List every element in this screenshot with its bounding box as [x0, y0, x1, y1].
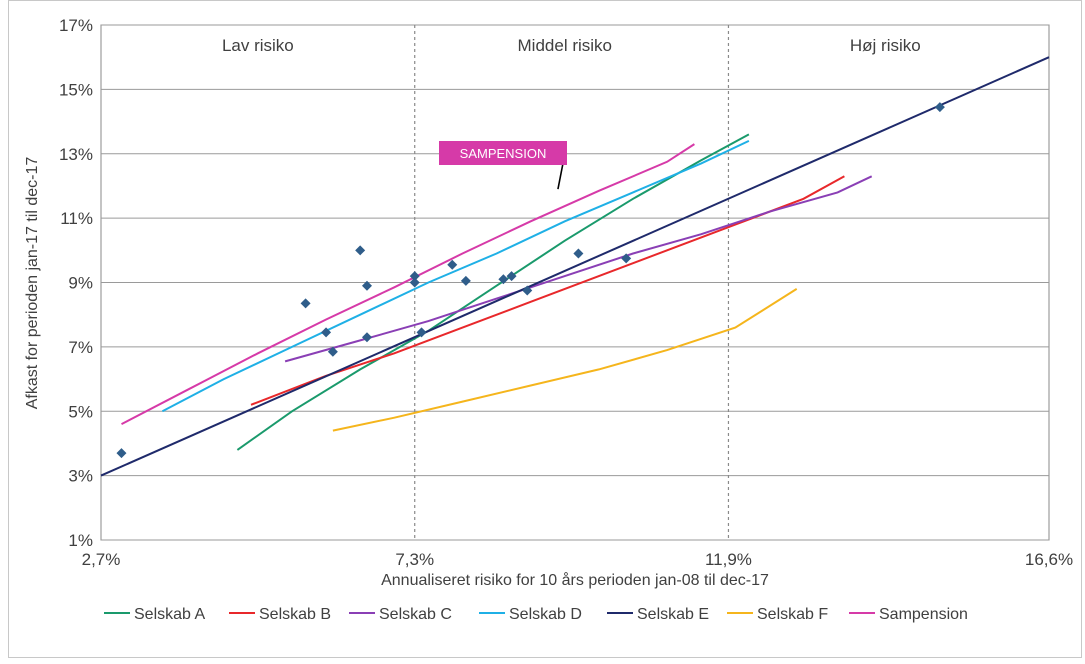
data-point [116, 448, 127, 459]
series-lines [100, 56, 1050, 477]
data-point [460, 275, 471, 286]
y-tick-label: 9% [68, 274, 93, 293]
gridlines [101, 24, 1049, 541]
data-point [321, 327, 332, 338]
legend-label: Selskab F [757, 606, 828, 623]
y-tick-label: 15% [59, 80, 93, 99]
series-line-selskab-f [332, 288, 798, 432]
legend-label: Selskab C [379, 606, 452, 623]
y-tick-label: 5% [68, 402, 93, 421]
data-point [416, 327, 427, 338]
scatter-points [116, 102, 945, 459]
legend-label: Selskab A [134, 606, 205, 623]
annotation-callout: SAMPENSION [439, 141, 567, 190]
y-tick-label: 11% [60, 209, 93, 228]
callout-box [439, 141, 567, 165]
legend: Selskab A Selskab B Selskab C Selskab D Sels… [104, 606, 968, 623]
y-tick-label: 17% [59, 16, 93, 35]
series-line-selskab-c [284, 175, 873, 363]
x-tick-labels: 2,7% 7,3% 11,9% 16,6% [82, 550, 1073, 569]
data-point [498, 274, 509, 285]
data-point [934, 102, 945, 113]
region-dividers [414, 25, 730, 540]
data-point [327, 346, 338, 357]
data-point [355, 245, 366, 256]
y-tick-label: 7% [68, 338, 93, 357]
data-point [409, 271, 420, 282]
legend-label: Selskab D [509, 606, 582, 623]
data-point [506, 271, 517, 282]
data-point [621, 253, 632, 264]
x-tick-label: 7,3% [395, 550, 434, 569]
callout-label: SAMPENSION [460, 146, 547, 161]
chart: Lav risiko Middel risiko Høj risiko 1% 3% 5%… [24, 16, 1073, 623]
x-tick-label: 16,6% [1025, 550, 1073, 569]
data-point [573, 248, 584, 259]
data-point [522, 285, 533, 296]
region-label: Lav risiko [222, 36, 294, 55]
y-tick-label: 13% [59, 145, 93, 164]
legend-label: Sampension [879, 606, 968, 623]
series-line-selskab-e [100, 56, 1050, 477]
data-point [409, 277, 420, 288]
x-tick-label: 2,7% [82, 550, 121, 569]
data-point [447, 259, 458, 270]
legend-label: Selskab E [637, 606, 709, 623]
y-tick-labels: 1% 3% 5% 7% 9% 11% 13% 15% 17% [59, 16, 93, 550]
chart-frame: Lav risiko Middel risiko Høj risiko 1% 3% 5%… [8, 0, 1082, 658]
series-line-selskab-d [161, 139, 750, 413]
data-point [300, 298, 311, 309]
region-label: Middel risiko [518, 36, 612, 55]
series-line-sampension [121, 143, 695, 425]
data-point [361, 280, 372, 291]
y-tick-label: 3% [68, 467, 93, 486]
data-point [361, 332, 372, 343]
y-tick-label: 1% [68, 531, 93, 550]
region-label: Høj risiko [850, 36, 921, 55]
legend-label: Selskab B [259, 606, 331, 623]
region-labels: Lav risiko Middel risiko Høj risiko [222, 36, 921, 55]
x-axis-title: Annualiseret risiko for 10 års perioden … [381, 571, 769, 589]
y-axis-title: Afkast for perioden jan-17 til dec-17 [24, 157, 41, 410]
x-tick-label: 11,9% [705, 550, 752, 569]
